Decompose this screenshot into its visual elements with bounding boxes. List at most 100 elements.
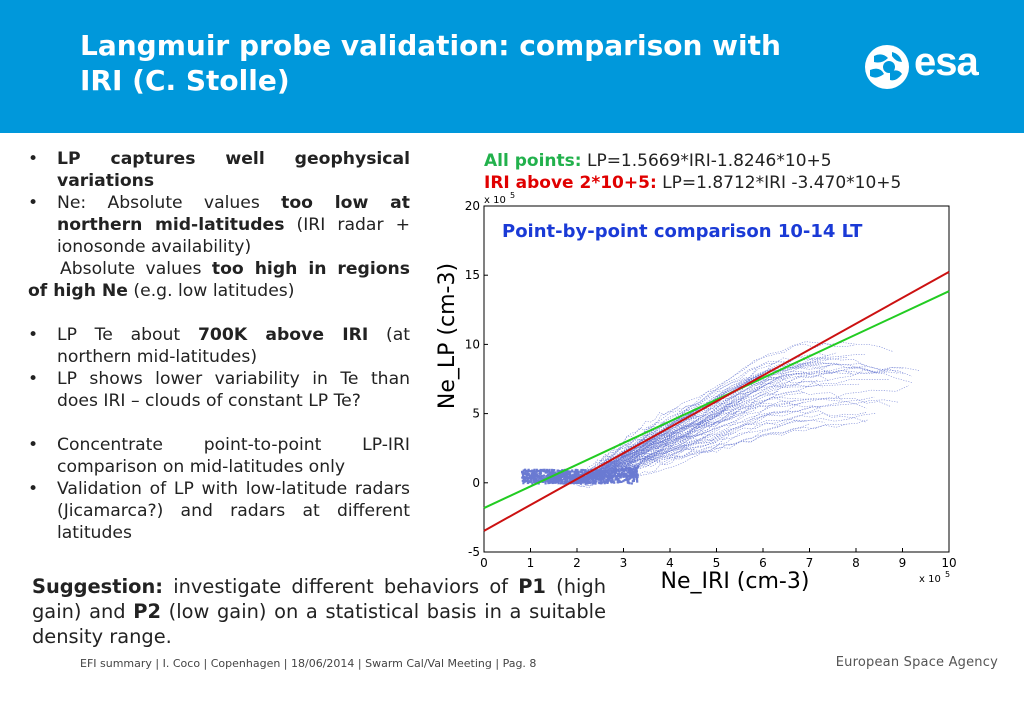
scatter-point — [584, 479, 587, 482]
scatter-point — [576, 471, 579, 474]
scatter-point — [610, 469, 613, 472]
scatter-trace — [536, 441, 664, 488]
scatter-point — [531, 482, 534, 485]
scatter-point — [522, 469, 525, 472]
scatter-trace — [536, 373, 804, 482]
scatter-trace — [591, 419, 868, 476]
scatter-point — [618, 479, 621, 482]
x-tick-label: 9 — [899, 556, 907, 570]
scatter-point — [565, 480, 568, 483]
equation-all-points: All points: LP=1.5669*IRI-1.8246*10+5 — [484, 150, 832, 172]
scatter-point — [594, 481, 597, 484]
equation-iri-above: IRI above 2*10+5: LP=1.8712*IRI -3.470*1… — [484, 172, 901, 194]
scatter-point — [598, 475, 601, 478]
y-axis-label: Ne_LP (cm-3) — [435, 263, 460, 409]
scatter-point — [592, 476, 595, 479]
scatter-point — [537, 475, 540, 478]
suggestion-label: Suggestion: — [32, 575, 164, 598]
bullet-text-bold: 700K above IRI — [197, 325, 369, 345]
scatter-point — [573, 482, 576, 485]
scatter-point — [577, 480, 580, 483]
scatter-point — [633, 474, 637, 477]
scatter-point — [594, 478, 597, 481]
scatter-point — [562, 482, 565, 485]
header-bar: Langmuir probe validation: comparison wi… — [0, 0, 1024, 133]
scatter-point — [632, 468, 635, 471]
scatter-point — [611, 475, 614, 478]
scatter-point — [534, 479, 537, 482]
scatter-point — [521, 479, 524, 482]
scatter-trace — [580, 402, 728, 481]
scatter-point — [635, 473, 639, 476]
scatter-point — [584, 470, 587, 473]
scatter-point — [546, 469, 550, 473]
scatter-trace — [584, 392, 804, 477]
bullet-text: LP Te about — [57, 325, 198, 345]
scatter-point — [599, 469, 602, 472]
scatter-point — [637, 465, 640, 468]
scatter-trace — [549, 415, 697, 481]
scatter-point — [580, 469, 583, 472]
scatter-trace — [557, 410, 867, 480]
scatter-point — [627, 474, 630, 477]
list-item: • Ne: Absolute values too low at norther… — [28, 192, 410, 258]
scatter-point — [596, 474, 599, 477]
scatter-point — [632, 474, 635, 477]
scatter-point — [613, 473, 616, 476]
scatter-trace — [563, 443, 641, 481]
scatter-point — [631, 480, 634, 483]
x-tick-label: 8 — [852, 556, 860, 570]
scatter-point — [605, 475, 608, 478]
scatter-point — [581, 481, 584, 484]
esa-globe-icon — [865, 45, 909, 89]
scatter-point — [633, 469, 637, 472]
scatter-point — [607, 472, 610, 475]
scatter-point — [586, 480, 589, 483]
scatter-trace — [578, 412, 749, 481]
scatter-point — [558, 478, 562, 481]
scatter-point — [592, 480, 595, 483]
scatter-point — [622, 480, 625, 483]
scatter-point — [599, 479, 602, 482]
scatter-trace — [579, 411, 867, 478]
scatter-point — [555, 478, 558, 482]
y-tick-label: 20 — [465, 199, 480, 213]
scatter-trace — [523, 413, 876, 482]
bullet-text: Validation of LP with low-latitude radar… — [57, 479, 410, 543]
bullet-text-bold: too high in regions of high Ne — [28, 259, 411, 301]
scatter-point — [564, 478, 567, 481]
scatter-point — [571, 470, 574, 473]
equation-label: IRI above 2*10+5: — [484, 173, 657, 193]
suggestion-part: (low gain) on a statistical basis in a s… — [32, 600, 606, 648]
scatter-point — [583, 476, 586, 479]
scatter-point — [529, 478, 532, 481]
scatter-point — [544, 482, 547, 485]
scatter-trace — [582, 406, 822, 481]
bullet-dot: • — [28, 149, 39, 169]
scatter-point — [613, 481, 616, 484]
x-tick-label: 5 — [713, 556, 721, 570]
scatter-point — [611, 470, 614, 473]
scatter-point — [527, 477, 530, 480]
scatter-trace — [532, 367, 920, 479]
scatter-point — [623, 475, 626, 478]
scatter-point — [555, 475, 558, 478]
scatter-point — [627, 471, 630, 474]
scatter-point — [583, 469, 586, 472]
scatter-point — [630, 482, 633, 485]
scatter-point — [625, 472, 628, 475]
scatter-trace — [574, 369, 830, 482]
list-item: • LP captures well geophysical variation… — [28, 148, 410, 192]
x-axis-label: Ne_IRI (cm-3) — [661, 569, 810, 594]
scatter-point — [527, 469, 530, 472]
scatter-point — [629, 475, 633, 479]
scatter-point — [616, 473, 620, 476]
scatter-point — [564, 476, 567, 479]
scatter-point — [528, 480, 531, 483]
suggestion-text: Suggestion: investigate different behavi… — [32, 574, 606, 649]
bullet-text: LP captures well geophysical variations — [57, 149, 410, 191]
scatter-point — [566, 476, 569, 479]
scatter-point — [526, 474, 529, 477]
suggestion-part: investigate different behaviors of — [163, 575, 519, 598]
scatter-point — [535, 468, 538, 471]
